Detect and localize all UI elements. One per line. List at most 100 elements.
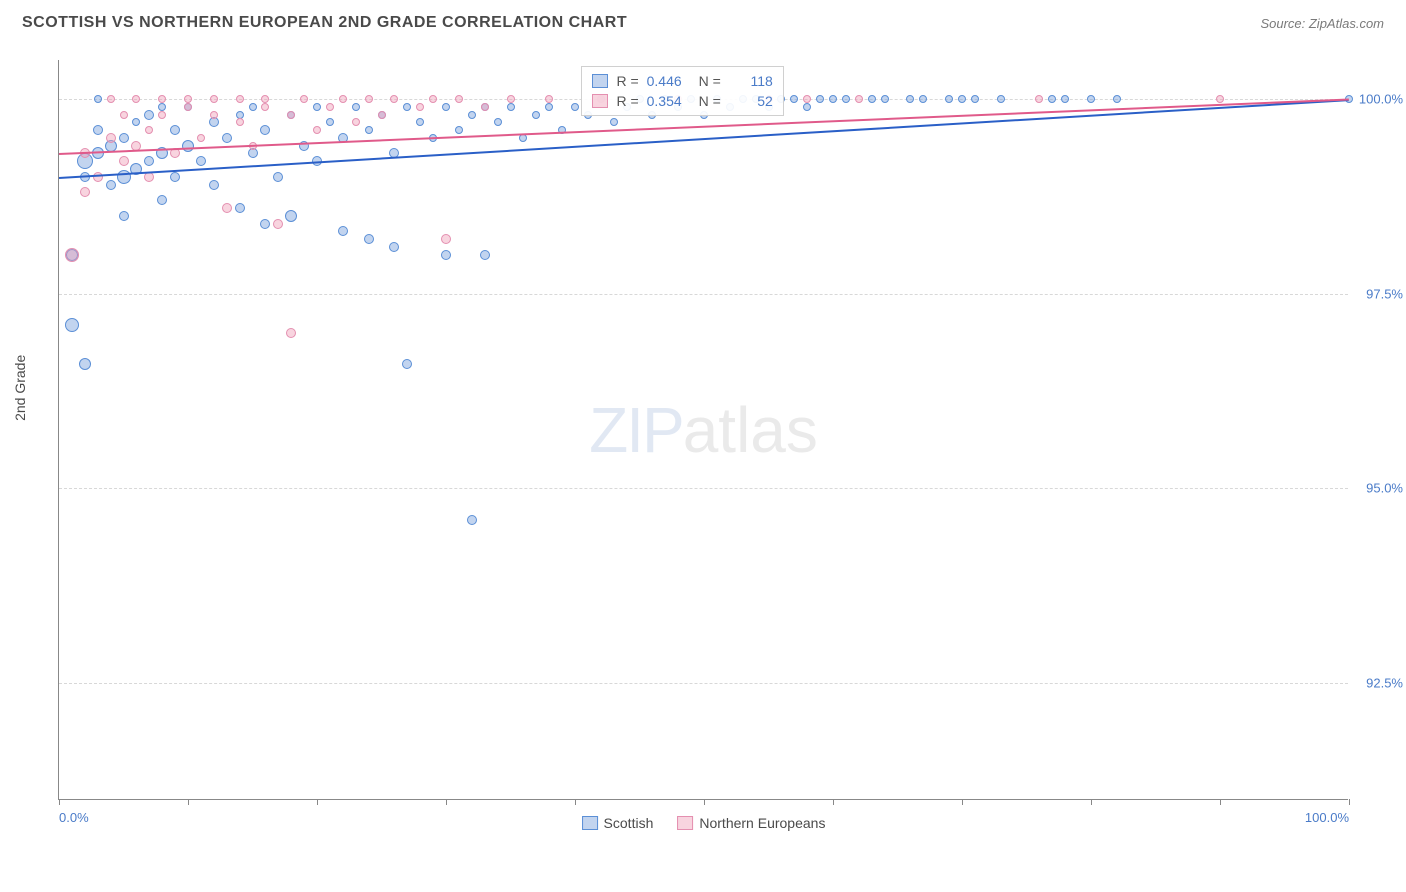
scatter-point <box>480 250 490 260</box>
scatter-point <box>144 156 154 166</box>
scatter-point <box>79 358 91 370</box>
scatter-point <box>507 95 515 103</box>
scatter-point <box>261 95 269 103</box>
bottom-legend: Scottish Northern Europeans <box>582 815 826 831</box>
gridline <box>59 294 1348 295</box>
scatter-chart: ZIPatlas 100.0%97.5%95.0%92.5%0.0%100.0%… <box>58 60 1348 800</box>
x-tick <box>446 799 447 805</box>
x-tick-label: 100.0% <box>1305 810 1349 825</box>
scatter-point <box>236 111 244 119</box>
scatter-point <box>829 95 837 103</box>
scatter-point <box>197 134 205 142</box>
scatter-point <box>120 111 128 119</box>
x-tick <box>188 799 189 805</box>
scatter-point <box>507 103 515 111</box>
scatter-point <box>184 103 192 111</box>
scatter-point <box>158 111 166 119</box>
scatter-point <box>235 203 245 213</box>
legend-item: Northern Europeans <box>677 815 825 831</box>
scatter-point <box>80 187 90 197</box>
legend-item: Scottish <box>582 815 654 831</box>
x-tick <box>962 799 963 805</box>
scatter-point <box>545 95 553 103</box>
scatter-point <box>455 95 463 103</box>
scatter-point <box>106 180 116 190</box>
gridline <box>59 488 1348 489</box>
scatter-point <box>906 95 914 103</box>
legend-swatch <box>582 816 598 830</box>
scatter-point <box>286 328 296 338</box>
scatter-point <box>248 148 258 158</box>
scatter-point <box>571 103 579 111</box>
scatter-point <box>971 95 979 103</box>
scatter-point <box>145 126 153 134</box>
scatter-point <box>365 95 373 103</box>
scatter-point <box>467 515 477 525</box>
scatter-point <box>1061 95 1069 103</box>
legend-label: Scottish <box>604 815 654 831</box>
scatter-point <box>532 111 540 119</box>
scatter-point <box>300 95 308 103</box>
scatter-point <box>352 103 360 111</box>
scatter-point <box>455 126 463 134</box>
scatter-point <box>1087 95 1095 103</box>
y-tick-label: 95.0% <box>1366 481 1403 496</box>
legend-swatch <box>592 94 608 108</box>
scatter-point <box>209 180 219 190</box>
stat-n-value: 52 <box>729 93 773 109</box>
scatter-point <box>816 95 824 103</box>
scatter-point <box>997 95 1005 103</box>
gridline <box>59 683 1348 684</box>
scatter-point <box>65 248 79 262</box>
scatter-point <box>93 125 103 135</box>
scatter-point <box>222 203 232 213</box>
scatter-point <box>390 95 398 103</box>
scatter-point <box>273 172 283 182</box>
scatter-point <box>209 117 219 127</box>
scatter-point <box>1216 95 1224 103</box>
scatter-point <box>364 234 374 244</box>
scatter-point <box>945 95 953 103</box>
scatter-point <box>119 133 129 143</box>
scatter-point <box>119 156 129 166</box>
scatter-point <box>1048 95 1056 103</box>
x-tick <box>1220 799 1221 805</box>
x-tick <box>1091 799 1092 805</box>
scatter-point <box>285 210 297 222</box>
scatter-point <box>313 126 321 134</box>
scatter-point <box>416 103 424 111</box>
stat-r-label: R = <box>616 93 638 109</box>
x-tick <box>1349 799 1350 805</box>
scatter-point <box>442 103 450 111</box>
scatter-point <box>236 118 244 126</box>
scatter-point <box>182 140 194 152</box>
scatter-point <box>273 219 283 229</box>
scatter-point <box>842 95 850 103</box>
stats-row: R =0.446N =118 <box>582 71 782 91</box>
scatter-point <box>339 95 347 103</box>
scatter-point <box>326 103 334 111</box>
scatter-point <box>468 111 476 119</box>
scatter-point <box>494 118 502 126</box>
scatter-point <box>919 95 927 103</box>
chart-source: Source: ZipAtlas.com <box>1260 16 1384 31</box>
scatter-point <box>287 111 295 119</box>
scatter-point <box>338 226 348 236</box>
scatter-point <box>481 103 489 111</box>
scatter-point <box>855 95 863 103</box>
scatter-point <box>610 118 618 126</box>
scatter-point <box>170 125 180 135</box>
scatter-point <box>803 95 811 103</box>
stats-box: R =0.446N =118R =0.354N =52 <box>581 66 783 116</box>
scatter-point <box>158 95 166 103</box>
scatter-point <box>157 195 167 205</box>
scatter-point <box>545 103 553 111</box>
scatter-point <box>403 103 411 111</box>
x-tick-label: 0.0% <box>59 810 89 825</box>
legend-swatch <box>677 816 693 830</box>
scatter-point <box>106 133 116 143</box>
scatter-point <box>94 95 102 103</box>
scatter-point <box>260 125 270 135</box>
scatter-point <box>261 103 269 111</box>
scatter-point <box>144 110 154 120</box>
